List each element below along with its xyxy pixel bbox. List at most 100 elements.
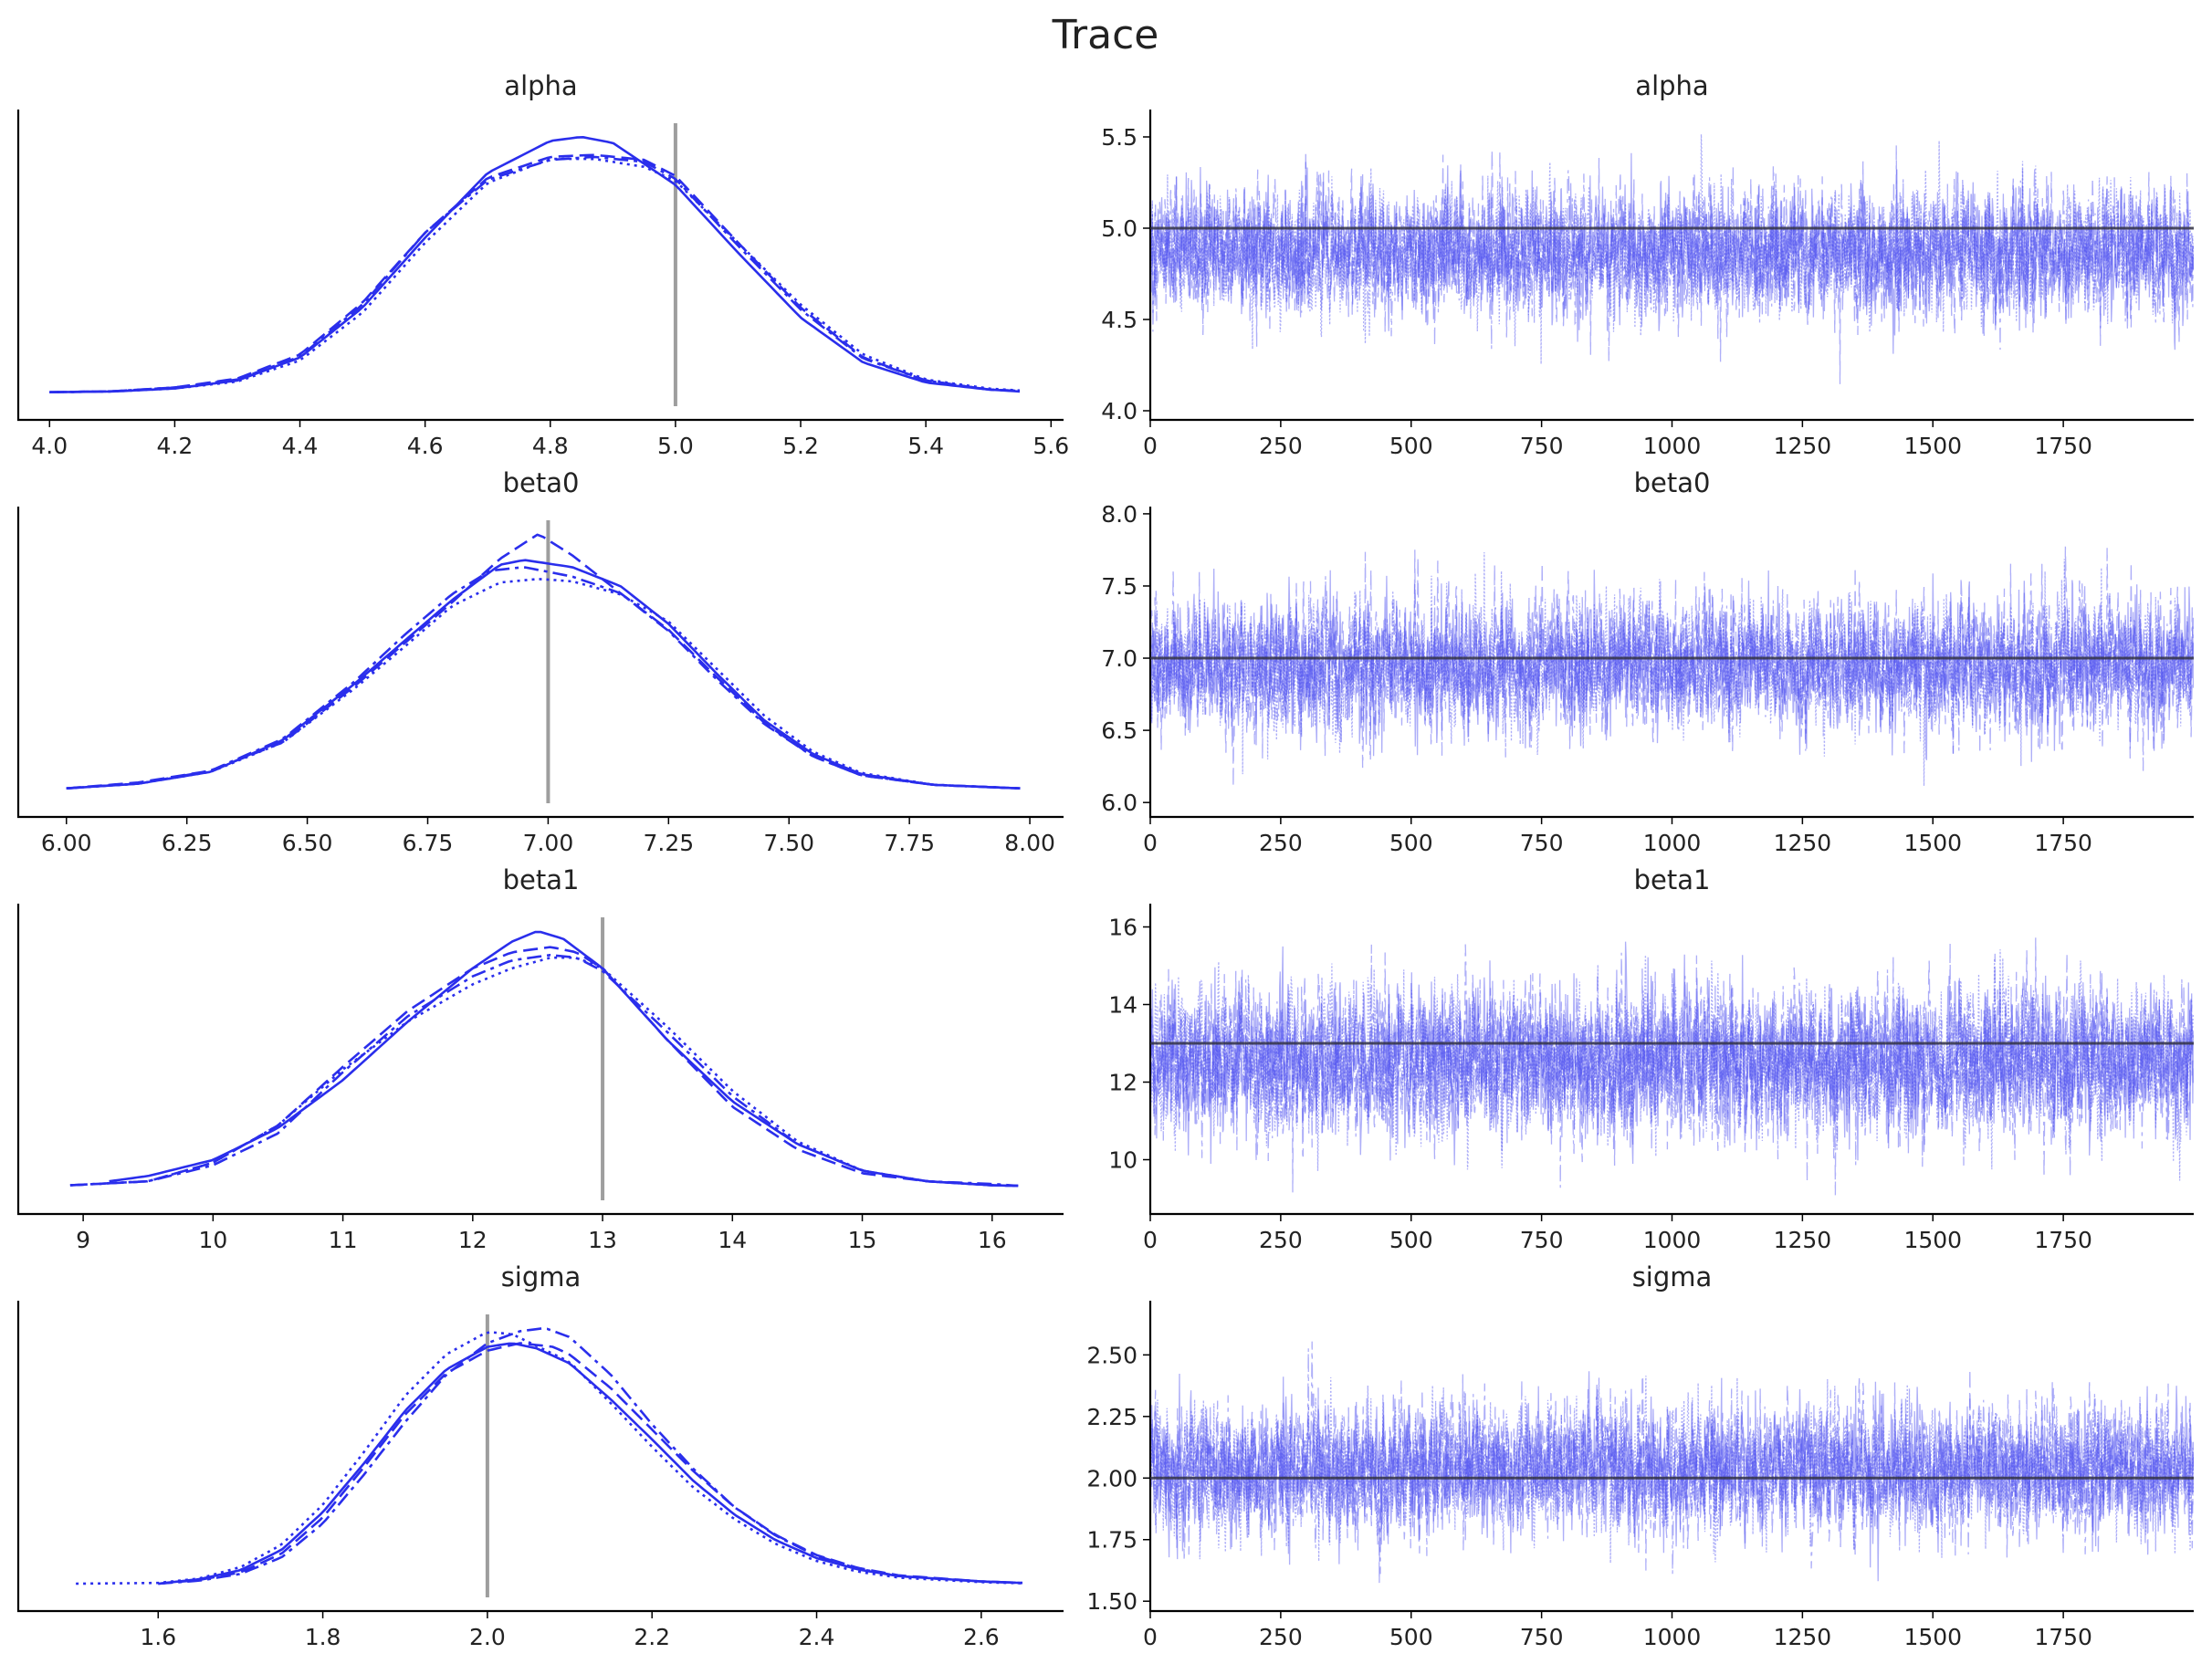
beta0-posterior-xtick-label: 6.00 xyxy=(41,830,92,856)
alpha-trace-ytick-label: 5.5 xyxy=(1101,124,1137,151)
beta1-posterior-chain-0-kde xyxy=(109,930,1019,1188)
beta1-posterior-xtick-label: 12 xyxy=(458,1227,487,1253)
beta1-trace-ytick-label: 16 xyxy=(1108,915,1137,941)
sigma-posterior-xtick-label: 1.6 xyxy=(140,1624,176,1650)
sigma-trace-xtick-label: 500 xyxy=(1389,1624,1433,1650)
beta1-trace-xtick-label: 500 xyxy=(1389,1227,1433,1253)
alpha-trace-chain-3-trace xyxy=(1151,134,2195,364)
beta1-posterior-xtick-label: 10 xyxy=(198,1227,227,1253)
sigma-posterior-xtick-label: 2.6 xyxy=(963,1624,1000,1650)
beta0-posterior-chain-2-kde xyxy=(66,566,1021,790)
beta0-posterior-xtick-label: 7.75 xyxy=(884,830,935,856)
alpha-trace-panel: alpha 0 250 500 750 1000 1250 1500 1750 4.0 4.5 5.0… xyxy=(1101,70,2195,459)
beta0-trace-panel: beta0 0 250 500 750 1000 1250 1500 1750 6.0 6.5 7.0… xyxy=(1101,467,2195,856)
beta0-trace-ytick-label: 7.5 xyxy=(1101,573,1137,600)
alpha-trace-xtick-label: 750 xyxy=(1520,433,1564,459)
beta0-posterior-xtick-label: 8.00 xyxy=(1004,830,1055,856)
alpha-trace-xtick-label: 250 xyxy=(1259,433,1303,459)
alpha-trace-chain-0-trace xyxy=(1151,152,2195,354)
beta1-trace-xtick-label: 1750 xyxy=(2034,1227,2092,1253)
beta1-posterior-xtick-label: 9 xyxy=(76,1227,90,1253)
sigma-trace-chain-0-trace xyxy=(1151,1371,2195,1582)
sigma-trace-chain-1-trace xyxy=(1151,1369,2195,1584)
beta0-posterior-chain-1-kde xyxy=(66,533,1021,790)
beta1-trace-chain-0-trace xyxy=(1151,941,2195,1166)
alpha-trace-ytick-label: 4.5 xyxy=(1101,307,1137,333)
beta1-trace-xtick-label: 250 xyxy=(1259,1227,1303,1253)
alpha-posterior-chain-1-kde xyxy=(49,153,1021,393)
sigma-trace-chain-3-trace xyxy=(1151,1376,2195,1564)
sigma-posterior-chain-2-kde xyxy=(158,1327,1022,1586)
beta0-trace-xtick-label: 1250 xyxy=(1774,830,1832,856)
beta1-trace-xtick-label: 1000 xyxy=(1643,1227,1702,1253)
alpha-trace-chain-1-trace xyxy=(1151,150,2195,384)
sigma-posterior-xtick-label: 2.4 xyxy=(799,1624,835,1650)
sigma-trace-ytick-label: 2.50 xyxy=(1086,1342,1137,1368)
beta0-trace-xtick-label: 1500 xyxy=(1903,830,1962,856)
beta0-trace-ytick-label: 6.0 xyxy=(1101,790,1137,816)
beta1-posterior-xtick-label: 14 xyxy=(718,1227,747,1253)
sigma-trace-xtick-label: 750 xyxy=(1520,1624,1564,1650)
beta1-posterior-xtick-label: 15 xyxy=(848,1227,877,1253)
beta0-trace-chain-2-trace xyxy=(1151,548,2195,771)
alpha-trace-traces xyxy=(1151,134,2195,384)
beta0-posterior-title: beta0 xyxy=(503,467,580,498)
beta1-posterior-xtick-label: 16 xyxy=(978,1227,1007,1253)
sigma-posterior-xtick-label: 2.2 xyxy=(634,1624,670,1650)
alpha-trace-chain-2-trace xyxy=(1151,145,2195,361)
sigma-trace-ytick-label: 1.50 xyxy=(1086,1588,1137,1615)
beta1-trace-panel: beta1 0 250 500 750 1000 1250 1500 1750 10 12 14 16 xyxy=(1108,864,2195,1253)
beta0-trace-traces xyxy=(1151,546,2195,787)
beta1-posterior-chain-3-kde xyxy=(69,956,1019,1188)
beta1-trace-title: beta1 xyxy=(1634,864,1711,895)
beta1-posterior-axes xyxy=(16,904,1064,1216)
sigma-posterior-xtick-label: 2.0 xyxy=(469,1624,506,1650)
alpha-posterior-xtick-label: 4.8 xyxy=(532,433,569,459)
beta0-trace-title: beta0 xyxy=(1634,467,1711,498)
beta0-trace-xtick-label: 750 xyxy=(1520,830,1564,856)
alpha-trace-ytick-label: 5.0 xyxy=(1101,215,1137,242)
beta0-posterior-xtick-label: 6.25 xyxy=(162,830,213,856)
alpha-posterior-xtick-label: 4.2 xyxy=(157,433,194,459)
beta1-posterior-xtick-label: 13 xyxy=(588,1227,617,1253)
alpha-trace-xtick-label: 1000 xyxy=(1643,433,1702,459)
beta0-trace-xtick-label: 250 xyxy=(1259,830,1303,856)
beta1-posterior-panel: beta1 9 10 11 12 13 14 15 16 xyxy=(16,864,1064,1253)
beta1-trace-xtick-label: 0 xyxy=(1143,1227,1158,1253)
beta0-posterior-xtick-label: 7.25 xyxy=(643,830,694,856)
sigma-trace-xtick-label: 250 xyxy=(1259,1624,1303,1650)
alpha-posterior-xtick-label: 4.0 xyxy=(31,433,68,459)
beta0-posterior-xtick-label: 6.75 xyxy=(403,830,454,856)
beta0-trace-ytick-label: 8.0 xyxy=(1101,501,1137,528)
beta1-trace-traces xyxy=(1151,937,2195,1196)
beta1-trace-ytick-label: 10 xyxy=(1108,1147,1137,1174)
sigma-posterior-chain-1-kde xyxy=(158,1342,1022,1586)
sigma-trace-chain-2-trace xyxy=(1151,1341,2195,1575)
sigma-trace-xtick-label: 0 xyxy=(1143,1624,1158,1650)
alpha-trace-xtick-label: 500 xyxy=(1389,433,1433,459)
alpha-posterior-title: alpha xyxy=(504,70,577,101)
beta0-trace-xtick-label: 1000 xyxy=(1643,830,1702,856)
sigma-trace-ytick-label: 1.75 xyxy=(1086,1527,1137,1554)
alpha-trace-title: alpha xyxy=(1635,70,1708,101)
alpha-trace-xtick-label: 0 xyxy=(1143,433,1158,459)
sigma-trace-ytick-label: 2.00 xyxy=(1086,1465,1137,1491)
beta0-posterior-chain-3-kde xyxy=(66,578,1021,790)
alpha-trace-xtick-label: 1250 xyxy=(1774,433,1832,459)
beta0-trace-ytick-label: 7.0 xyxy=(1101,645,1137,672)
beta0-trace-chain-3-trace xyxy=(1151,551,2195,787)
alpha-posterior-xtick-label: 5.0 xyxy=(657,433,694,459)
beta0-trace-xtick-label: 500 xyxy=(1389,830,1433,856)
alpha-posterior-panel: alpha 4.0 4.2 4.4 4.6 4.8 5.0 5.2 5.4 5.6 xyxy=(16,70,1069,459)
beta0-posterior-xtick-label: 6.50 xyxy=(282,830,333,856)
sigma-posterior-panel: sigma 1.6 1.8 2.0 2.2 2.4 2.6 xyxy=(16,1261,1064,1650)
beta1-posterior-title: beta1 xyxy=(503,864,580,895)
alpha-trace-xtick-label: 1500 xyxy=(1903,433,1962,459)
alpha-posterior-xtick-label: 4.4 xyxy=(282,433,319,459)
figure-title: Trace xyxy=(1052,12,1159,58)
beta1-trace-xtick-label: 1250 xyxy=(1774,1227,1832,1253)
alpha-posterior-chain-2-kde xyxy=(49,155,1021,393)
beta0-posterior-chain-0-kde xyxy=(66,559,1021,790)
beta1-trace-chain-2-trace xyxy=(1151,944,2195,1196)
